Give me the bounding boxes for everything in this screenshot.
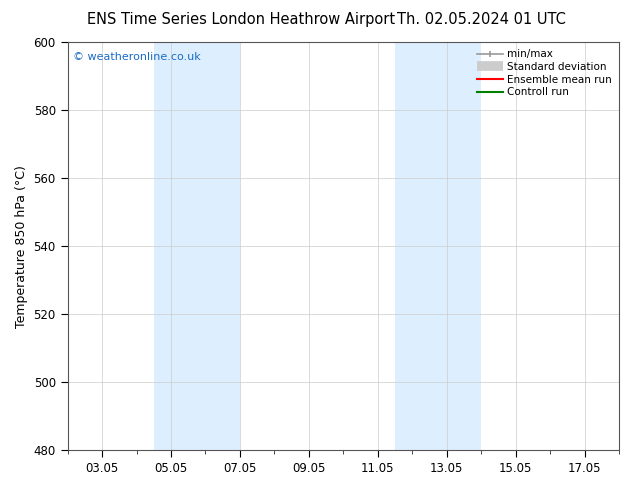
Text: ENS Time Series London Heathrow Airport: ENS Time Series London Heathrow Airport [87,12,395,27]
Bar [395,42,481,450]
Text: Th. 02.05.2024 01 UTC: Th. 02.05.2024 01 UTC [398,12,566,27]
Text: © weatheronline.co.uk: © weatheronline.co.uk [73,52,201,62]
Bar [154,42,240,450]
Y-axis label: Temperature 850 hPa (°C): Temperature 850 hPa (°C) [15,165,28,327]
Legend: min/max, Standard deviation, Ensemble mean run, Controll run: min/max, Standard deviation, Ensemble me… [475,47,614,99]
